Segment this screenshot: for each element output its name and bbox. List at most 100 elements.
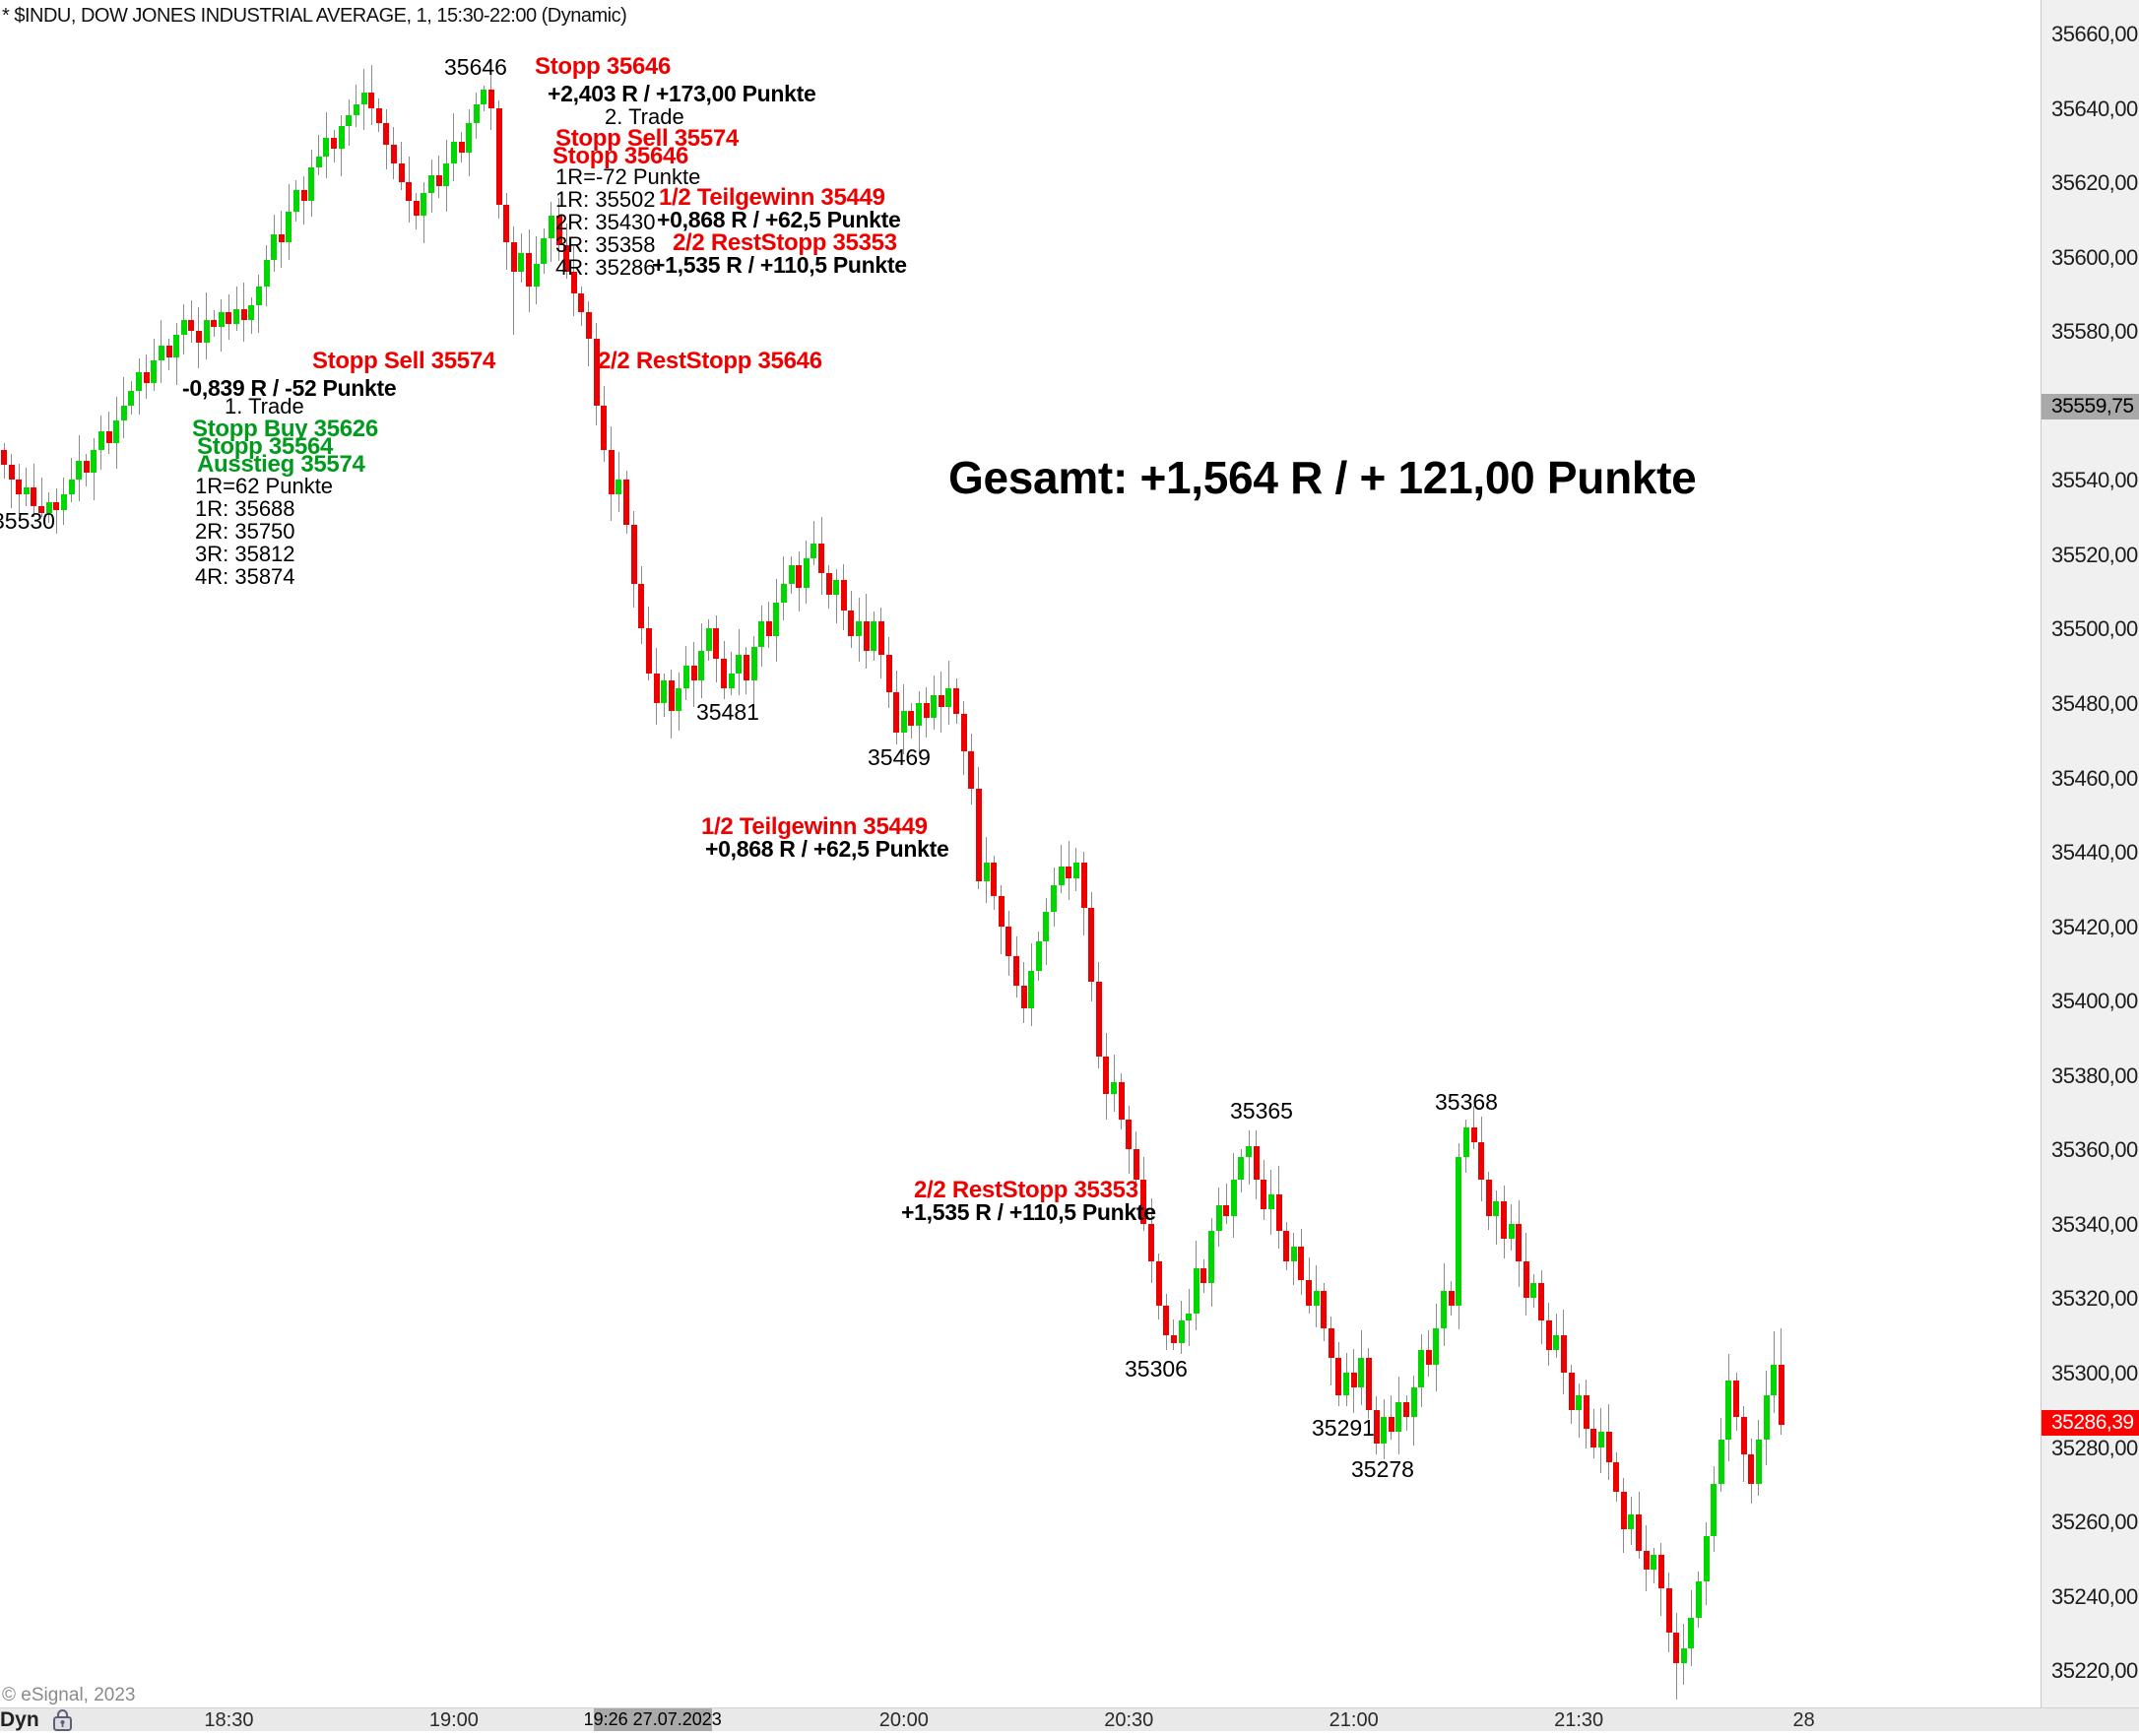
time-axis[interactable]: 18:30 19:00 20:00 20:30 21:00 21:30 28 19:26 27… (0, 1707, 2139, 1731)
candle-up (1028, 971, 1035, 1008)
candle-down (1545, 1320, 1552, 1351)
price-axis-tick: 35640,00 (2051, 96, 2138, 121)
candle-up (916, 703, 923, 726)
candle-up (180, 319, 187, 335)
candle-down (83, 461, 90, 473)
candle-up (323, 137, 330, 157)
candle-down (1403, 1402, 1409, 1418)
candle-up (1456, 1156, 1462, 1306)
annotation-label: 1R: 35502 (555, 187, 656, 212)
candle-up (255, 286, 262, 305)
chart-plot-area[interactable]: 35646 Stopp 35646 +2,403 R / +173,00 Punkt… (0, 0, 2041, 1707)
candle-up (1343, 1373, 1350, 1395)
annotation-label: 3R: 35358 (555, 232, 656, 257)
candle-down (1275, 1193, 1282, 1232)
candle-down (885, 654, 892, 692)
time-axis-tick: 20:30 (1104, 1709, 1154, 1731)
candle-up (705, 628, 712, 652)
candle-down (1523, 1260, 1529, 1299)
candle-up (1230, 1179, 1237, 1217)
candle-up (1246, 1145, 1253, 1157)
candle-down (1478, 1141, 1485, 1180)
candle-down (593, 338, 600, 406)
price-axis-tick: 35280,00 (2051, 1435, 2138, 1460)
candle-up (120, 405, 127, 420)
annotation-label: 35278 (1351, 1456, 1414, 1482)
candle-down (458, 141, 465, 153)
candle-down (1470, 1126, 1477, 1142)
price-axis-tick: 35540,00 (2051, 468, 2138, 493)
price-axis-tick: 35600,00 (2051, 244, 2138, 270)
candle-down (383, 122, 390, 146)
candle-wick (1225, 1183, 1227, 1224)
candle-down (1013, 955, 1020, 987)
candle-down (877, 620, 884, 655)
candle-up (682, 666, 689, 688)
candle-down (1748, 1454, 1755, 1485)
annotation-label: Gesamt: +1,564 R / + 121,00 Punkte (948, 452, 1697, 503)
annotation-label: 1R=-72 Punkte (555, 164, 701, 189)
chart-title: * $INDU, DOW JONES INDUSTRIAL AVERAGE, 1… (2, 5, 627, 27)
annotation-label: 35306 (1125, 1356, 1188, 1382)
candle-down (375, 107, 382, 123)
candle-up (97, 431, 104, 451)
candle-up (1553, 1335, 1560, 1351)
candle-up (1628, 1513, 1635, 1529)
candle-down (487, 89, 494, 108)
candle-up (315, 156, 322, 167)
cursor-price-label: 35559,75 (2042, 393, 2139, 419)
annotation-label: 2. Trade (605, 104, 684, 129)
candle-down (1373, 1409, 1380, 1444)
candle-down (893, 691, 900, 734)
candle-down (765, 620, 772, 636)
candle-up (548, 216, 554, 238)
candle-down (623, 480, 630, 525)
candle-down (1126, 1120, 1133, 1150)
candle-wick (55, 488, 57, 534)
candle-down (1283, 1231, 1290, 1261)
candle-up (1763, 1394, 1770, 1440)
candle-up (773, 603, 780, 636)
candle-down (38, 505, 45, 514)
candle-wick (1578, 1382, 1580, 1439)
candle-up (1576, 1394, 1583, 1410)
candle-up (1358, 1357, 1365, 1388)
candle-down (1643, 1551, 1650, 1571)
candle-down (1140, 1179, 1147, 1224)
price-axis-tick: 35240,00 (2051, 1583, 2138, 1609)
price-axis-tick: 35440,00 (2051, 840, 2138, 866)
price-axis-tick: 35620,00 (2051, 170, 2138, 196)
annotation-label: 2/2 RestStopp 35353 (673, 229, 897, 256)
candle-up (1238, 1156, 1245, 1180)
annotation-label: 2R: 35430 (555, 210, 656, 234)
dyn-mode-label[interactable]: Dyn (0, 1708, 39, 1731)
candle-down (1673, 1633, 1680, 1663)
candle-up (233, 308, 240, 324)
candle-up (23, 486, 30, 495)
candle-down (1350, 1373, 1357, 1388)
candle-down (1613, 1461, 1620, 1492)
candle-up (1493, 1201, 1500, 1217)
annotation-label: 2/2 RestStopp 35646 (598, 348, 822, 374)
candle-up (1711, 1484, 1718, 1537)
price-axis[interactable]: 35660,00 35640,00 35620,00 35600,00 35580,00… (2041, 0, 2139, 1707)
candle-down (1636, 1513, 1643, 1552)
candle-up (1530, 1283, 1537, 1299)
candle-down (1425, 1350, 1432, 1366)
candle-down (278, 234, 285, 242)
annotation-label: 2/2 RestStopp 35353 (914, 1177, 1138, 1203)
candle-down (1261, 1179, 1267, 1209)
candle-up (833, 580, 840, 596)
candle-up (1703, 1536, 1710, 1581)
candle-up (308, 167, 315, 201)
candle-up (136, 371, 143, 391)
padlock-icon[interactable] (49, 1707, 76, 1736)
candle-up (1035, 940, 1042, 971)
time-axis-tick: 28 (1792, 1709, 1815, 1731)
candle-down (1560, 1335, 1567, 1373)
candle-down (585, 312, 592, 339)
annotation-label: 35368 (1435, 1089, 1498, 1115)
candle-wick (11, 453, 13, 508)
candle-down (1665, 1588, 1672, 1634)
candle-down (1118, 1082, 1125, 1121)
